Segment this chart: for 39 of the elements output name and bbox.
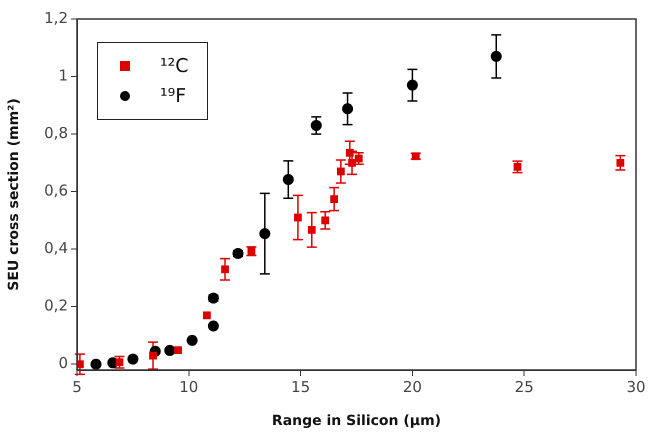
- point: [186, 334, 198, 346]
- point: [310, 120, 322, 131]
- x-tick-label: 25: [514, 378, 534, 396]
- point: [127, 354, 138, 365]
- point: [203, 311, 211, 320]
- legend-label: ¹²C: [160, 55, 188, 77]
- legend-label: ¹⁹F: [160, 85, 186, 107]
- point: [259, 228, 270, 240]
- y-tick-label: 0,8: [44, 124, 68, 142]
- point: [174, 346, 182, 354]
- point: [342, 103, 354, 114]
- point: [321, 216, 330, 224]
- y-tick-label: 0,4: [44, 239, 68, 258]
- point: [406, 80, 418, 91]
- x-tick-label: 30: [626, 378, 646, 396]
- x-axis-title: Range in Silicon (µm): [272, 413, 442, 430]
- point: [330, 195, 338, 203]
- y-axis-title: SEU cross section (mm²): [6, 98, 22, 291]
- x-tick-label: 20: [402, 378, 422, 396]
- y-tick-label: 0,2: [44, 296, 68, 315]
- point: [490, 50, 502, 62]
- point: [336, 168, 345, 176]
- x-tick-label: 15: [291, 378, 310, 396]
- y-tick-label: 0,6: [44, 182, 68, 200]
- point: [346, 148, 354, 157]
- point: [208, 320, 219, 332]
- point: [164, 344, 176, 356]
- x-tick-label: 5: [72, 378, 82, 396]
- y-tick-label: 1: [58, 66, 68, 84]
- point: [221, 265, 229, 274]
- x-tick-label: 10: [179, 378, 198, 396]
- point: [294, 214, 302, 222]
- point: [308, 226, 316, 234]
- point: [282, 174, 294, 186]
- point: [90, 358, 102, 370]
- point: [149, 352, 157, 360]
- y-tick-label: 0: [58, 354, 68, 372]
- point: [348, 158, 356, 167]
- y-tick-label: 1,2: [44, 8, 68, 27]
